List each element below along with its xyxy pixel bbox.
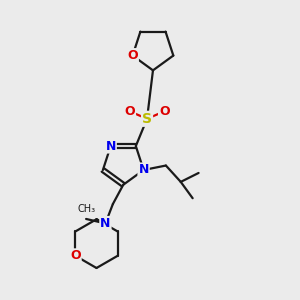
Text: N: N	[138, 164, 149, 176]
Text: CH₃: CH₃	[77, 204, 95, 214]
Text: O: O	[159, 105, 169, 118]
Text: O: O	[127, 49, 138, 62]
Text: O: O	[70, 249, 81, 262]
Text: N: N	[100, 217, 111, 230]
Text: N: N	[106, 140, 116, 153]
Text: O: O	[124, 105, 135, 118]
Text: S: S	[142, 112, 152, 126]
